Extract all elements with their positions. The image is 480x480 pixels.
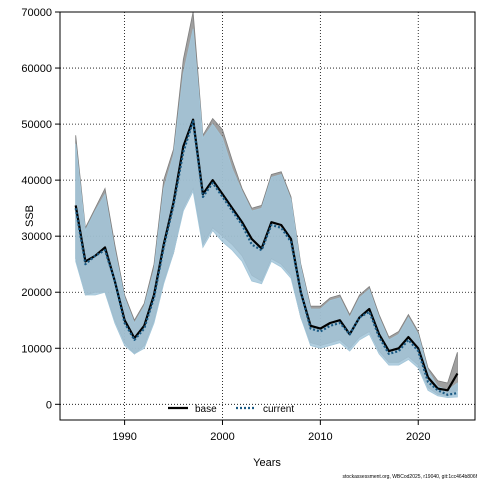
- y-tick-label-10000: 10000: [21, 343, 52, 355]
- x-tick-label-1990: 1990: [112, 431, 136, 443]
- x-tick-label-2000: 2000: [210, 431, 234, 443]
- x-tick-label-2020: 2020: [406, 431, 430, 443]
- series-lines: [74, 118, 459, 396]
- plot-frame: [59, 11, 476, 421]
- y-tick-label-70000: 70000: [21, 7, 52, 19]
- y-tick-label-20000: 20000: [21, 287, 52, 299]
- y-tick-label-60000: 60000: [21, 63, 52, 75]
- y-tick-label-0: 0: [46, 399, 52, 411]
- x-tick-label-2010: 2010: [308, 431, 332, 443]
- legend-label-base: base: [195, 404, 217, 415]
- y-tick-label-50000: 50000: [21, 119, 52, 131]
- legend-label-current: current: [263, 404, 294, 415]
- axes: 1990 2000 2010 2020 0 10000 20000 30000 40000 500…: [21, 7, 430, 443]
- y-tick-label-40000: 40000: [21, 175, 52, 187]
- ci-band-current: [75, 28, 458, 399]
- legend: base current: [168, 404, 294, 415]
- confidence-bands: [75, 11, 458, 399]
- y-axis-label: SSB: [24, 205, 36, 227]
- footer-text: stockassessment.org, WBCod2025, r19040, …: [342, 474, 477, 480]
- y-tick-label-30000: 30000: [21, 231, 52, 243]
- x-axis-label: Years: [253, 457, 281, 469]
